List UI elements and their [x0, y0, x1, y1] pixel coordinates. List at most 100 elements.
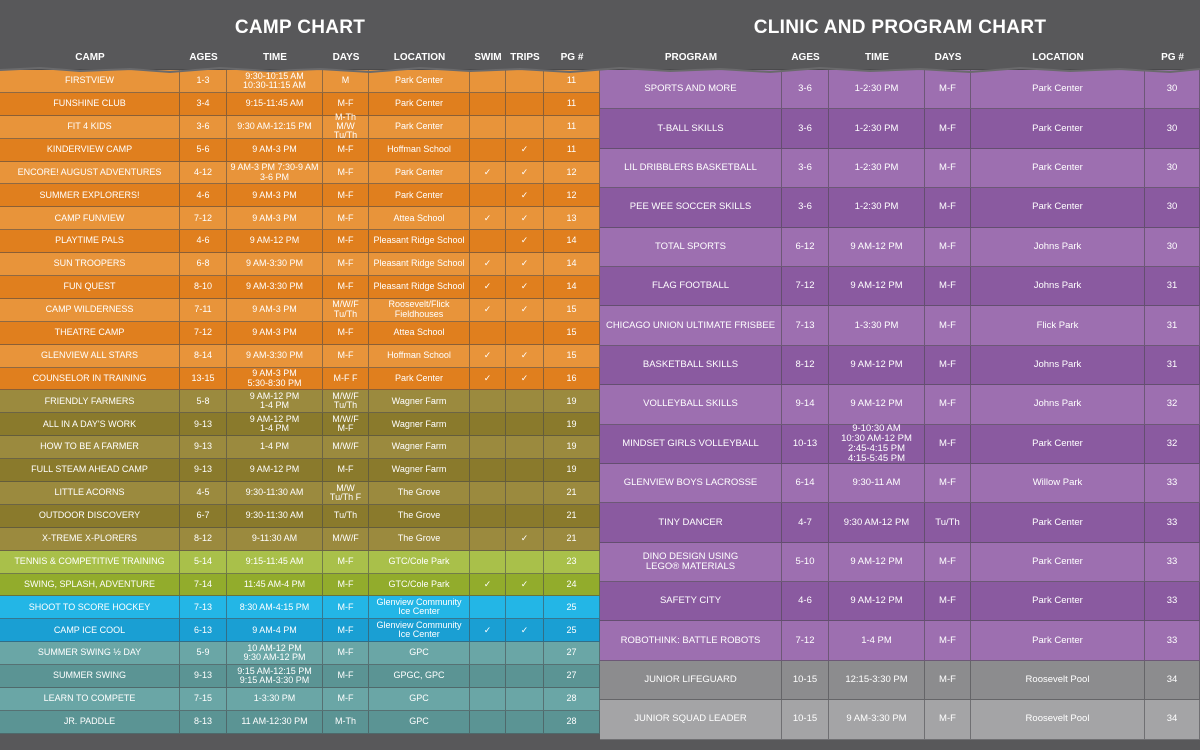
program-time: 1-3:30 PM — [829, 306, 925, 346]
program-ages: 6-14 — [782, 463, 829, 504]
camp-name: ENCORE! AUGUST ADVENTURES — [0, 161, 180, 185]
camp-trips-check: ✓ — [506, 298, 544, 322]
program-name: GLENVIEW BOYS LACROSSE — [600, 463, 782, 504]
camp-location: Park Center — [369, 115, 470, 139]
camp-days: M/W/F Tu/Th — [323, 298, 369, 322]
camp-location: GPC — [369, 710, 470, 734]
camp-time: 9 AM-12 PM — [227, 230, 323, 254]
camp-ages: 9-13 — [180, 665, 227, 689]
program-time: 9-10:30 AM 10:30 AM-12 PM 2:45-4:15 PM 4… — [829, 423, 925, 464]
camp-trips-check: ✓ — [506, 527, 544, 551]
table-row: SUN TROOPERS 6-8 9 AM-3:30 PM M-F Pleasant R… — [0, 253, 600, 277]
camp-name: OUTDOOR DISCOVERY — [0, 504, 180, 528]
col-header-time: TIME — [865, 52, 889, 63]
camp-page: 12 — [544, 184, 600, 208]
camp-days: M-F — [323, 161, 369, 185]
camp-ages: 7-11 — [180, 298, 227, 322]
camp-time: 9:15 AM-12:15 PM 9:15 AM-3:30 PM — [227, 665, 323, 689]
table-row: FUNSHINE CLUB 3-4 9:15-11:45 AM M-F Park Cen… — [0, 92, 600, 116]
table-row: LEARN TO COMPETE 7-15 1-3:30 PM M-F GPC 28 — [0, 688, 600, 711]
program-days: M-F — [925, 227, 971, 267]
camp-ages: 7-15 — [180, 688, 227, 711]
program-page: 30 — [1145, 148, 1200, 189]
table-row: ALL IN A DAY'S WORK 9-13 9 AM-12 PM 1-4 PM… — [0, 413, 600, 437]
camp-swim-check — [470, 642, 506, 666]
table-row: FULL STEAM AHEAD CAMP 9-13 9 AM-12 PM M-F Wa… — [0, 459, 600, 483]
program-page: 33 — [1145, 542, 1200, 583]
camp-time: 9 AM-3 PM 7:30-9 AM 3-6 PM — [227, 161, 323, 185]
camp-trips-check — [506, 413, 544, 437]
camp-location: GTC/Cole Park — [369, 573, 470, 597]
camp-location: Pleasant Ridge School — [369, 276, 470, 299]
program-location: Park Center — [971, 424, 1145, 464]
table-row: SHOOT TO SCORE HOCKEY 7-13 8:30 AM-4:15 PM… — [0, 596, 600, 620]
camp-page: 15 — [544, 321, 600, 345]
camp-page: 14 — [544, 276, 600, 299]
program-days: M-F — [925, 306, 971, 346]
camp-swim-check — [470, 70, 506, 93]
camp-trips-check — [506, 482, 544, 505]
camp-name: TENNIS & COMPETITIVE TRAINING — [0, 550, 180, 574]
camp-days: M-F — [323, 550, 369, 574]
camp-page: 25 — [544, 619, 600, 643]
camp-ages: 7-12 — [180, 207, 227, 231]
camp-name: SHOOT TO SCORE HOCKEY — [0, 596, 180, 620]
program-location: Willow Park — [971, 463, 1145, 504]
table-row: COUNSELOR IN TRAINING 13-15 9 AM-3 PM 5:30… — [0, 367, 600, 391]
table-row: PEE WEE SOCCER SKILLS 3-6 1-2:30 PM M-F Park… — [600, 188, 1200, 228]
camp-ages: 8-10 — [180, 276, 227, 299]
program-location: Park Center — [971, 582, 1145, 622]
program-ages: 6-12 — [782, 227, 829, 267]
program-days: M-F — [925, 700, 971, 740]
table-row: THEATRE CAMP 7-12 9 AM-3 PM M-F Attea School… — [0, 321, 600, 345]
program-ages: 3-6 — [782, 70, 829, 110]
program-page: 32 — [1145, 385, 1200, 425]
col-header-page: PG # — [560, 52, 584, 63]
table-row: HOW TO BE A FARMER 9-13 1-4 PM M/W/F Wagner … — [0, 436, 600, 460]
program-time: 9 AM-12 PM — [829, 542, 925, 583]
camp-name: FRIENDLY FARMERS — [0, 390, 180, 414]
camp-swim-check — [470, 710, 506, 734]
camp-name: PLAYTIME PALS — [0, 230, 180, 254]
camp-location: GPC — [369, 688, 470, 711]
program-time: 9:30-11 AM — [829, 463, 925, 504]
table-row: SWING, SPLASH, ADVENTURE 7-14 11:45 AM-4 P… — [0, 573, 600, 597]
col-header-trips: TRIPS — [510, 52, 540, 63]
camp-location: Hoffman School — [369, 138, 470, 162]
program-ages: 7-13 — [782, 306, 829, 346]
program-days: M-F — [925, 345, 971, 386]
camp-time: 10 AM-12 PM 9:30 AM-12 PM — [227, 642, 323, 666]
camp-location: GPC — [369, 642, 470, 666]
program-location: Johns Park — [971, 345, 1145, 386]
camp-location: The Grove — [369, 504, 470, 528]
camp-days: M-Th — [323, 710, 369, 734]
table-row: SUMMER EXPLORERS! 4-6 9 AM-3 PM M-F Park Cen… — [0, 184, 600, 208]
camp-days: M/W/F M-F — [323, 413, 369, 437]
camp-name: HOW TO BE A FARMER — [0, 436, 180, 460]
camp-page: 12 — [544, 161, 600, 185]
program-page: 30 — [1145, 188, 1200, 228]
camp-swim-check: ✓ — [470, 367, 506, 391]
col-header-camp: CAMP — [75, 52, 105, 63]
camp-time: 9 AM-4 PM — [227, 619, 323, 643]
camp-ages: 8-13 — [180, 710, 227, 734]
camp-ages: 3-6 — [180, 115, 227, 139]
camp-page: 21 — [544, 527, 600, 551]
program-ages: 7-12 — [782, 266, 829, 307]
program-ages: 8-12 — [782, 345, 829, 386]
camp-time: 9 AM-12 PM 1-4 PM — [227, 390, 323, 414]
camp-trips-check — [506, 596, 544, 620]
camp-ages: 3-4 — [180, 92, 227, 116]
camp-trips-check — [506, 504, 544, 528]
camp-ages: 9-13 — [180, 436, 227, 460]
camp-swim-check — [470, 184, 506, 208]
camp-time: 9 AM-3 PM — [227, 184, 323, 208]
camp-swim-check: ✓ — [470, 298, 506, 322]
program-location: Roosevelt Pool — [971, 660, 1145, 701]
camp-swim-check — [470, 550, 506, 574]
camp-trips-check — [506, 710, 544, 734]
camp-location: Park Center — [369, 161, 470, 185]
camp-chart: CAMP CHART CAMP AGES TIME DAYS LOCATION … — [0, 0, 600, 734]
camp-days: M-F — [323, 596, 369, 620]
program-name: JUNIOR LIFEGUARD — [600, 660, 782, 701]
